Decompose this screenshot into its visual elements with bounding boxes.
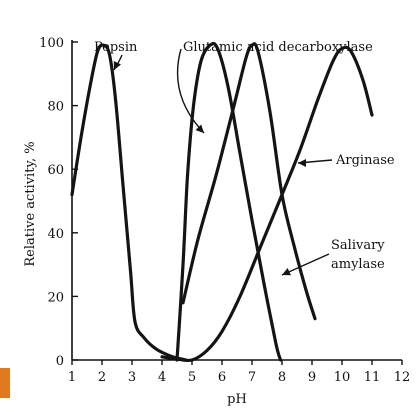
- y-axis-title: Relative activity, %: [23, 141, 38, 266]
- x-tick-label-8: 8: [278, 370, 286, 385]
- x-tick-label-6: 6: [218, 370, 226, 385]
- annotation-leaders: [113, 48, 333, 276]
- annotation-salivary-amylase-line2: amylase: [331, 257, 385, 272]
- x-tick-label-10: 10: [334, 370, 351, 385]
- y-tick-label-100: 100: [39, 36, 64, 51]
- x-ticks: 1 2 3 4 5 6 7 8 9 10 11 12: [68, 360, 410, 385]
- leader-glutamic-acid-decarboxylase: [176, 48, 205, 134]
- y-tick-label-20: 20: [47, 290, 64, 305]
- leader-arrow-arginase: [298, 159, 306, 167]
- leader-salivary-amylase: [281, 253, 330, 276]
- leader-arrow-pepsin: [113, 61, 122, 70]
- y-tick-label-80: 80: [47, 100, 64, 115]
- x-tick-label-1: 1: [68, 370, 76, 385]
- y-tick-label-0: 0: [56, 354, 64, 369]
- y-tick-label-40: 40: [47, 227, 64, 242]
- curves-layer: [70, 41, 374, 363]
- x-tick-label-4: 4: [158, 370, 166, 385]
- corner-decoration-icon: [0, 368, 10, 398]
- y-ticks: 0 20 40 60 80 100: [39, 36, 78, 369]
- annotation-salivary-amylase-line1: Salivary: [331, 238, 385, 253]
- leader-arrow-glutamic-acid-decarboxylase: [195, 124, 204, 133]
- x-tick-label-3: 3: [128, 370, 136, 385]
- y-tick-label-60: 60: [47, 163, 64, 178]
- annotation-glutamic-acid-decarboxylase: Glutamic acid decarboxylase: [183, 40, 373, 55]
- x-tick-label-5: 5: [188, 370, 196, 385]
- annotation-arginase: Arginase: [335, 153, 395, 168]
- x-tick-label-11: 11: [364, 370, 381, 385]
- annotation-pepsin: Pepsin: [94, 40, 138, 55]
- curve-arginase: [181, 42, 317, 321]
- curve-glutamic-acid-decarboxylase: [175, 41, 283, 362]
- leader-arrow-salivary-amylase: [282, 267, 291, 276]
- x-tick-label-2: 2: [98, 370, 106, 385]
- x-axis-title: pH: [227, 392, 247, 407]
- x-tick-label-9: 9: [308, 370, 316, 385]
- x-tick-label-12: 12: [394, 370, 411, 385]
- x-tick-label-7: 7: [248, 370, 256, 385]
- curve-pepsin: [70, 43, 188, 362]
- curve-salivary-amylase: [160, 45, 374, 363]
